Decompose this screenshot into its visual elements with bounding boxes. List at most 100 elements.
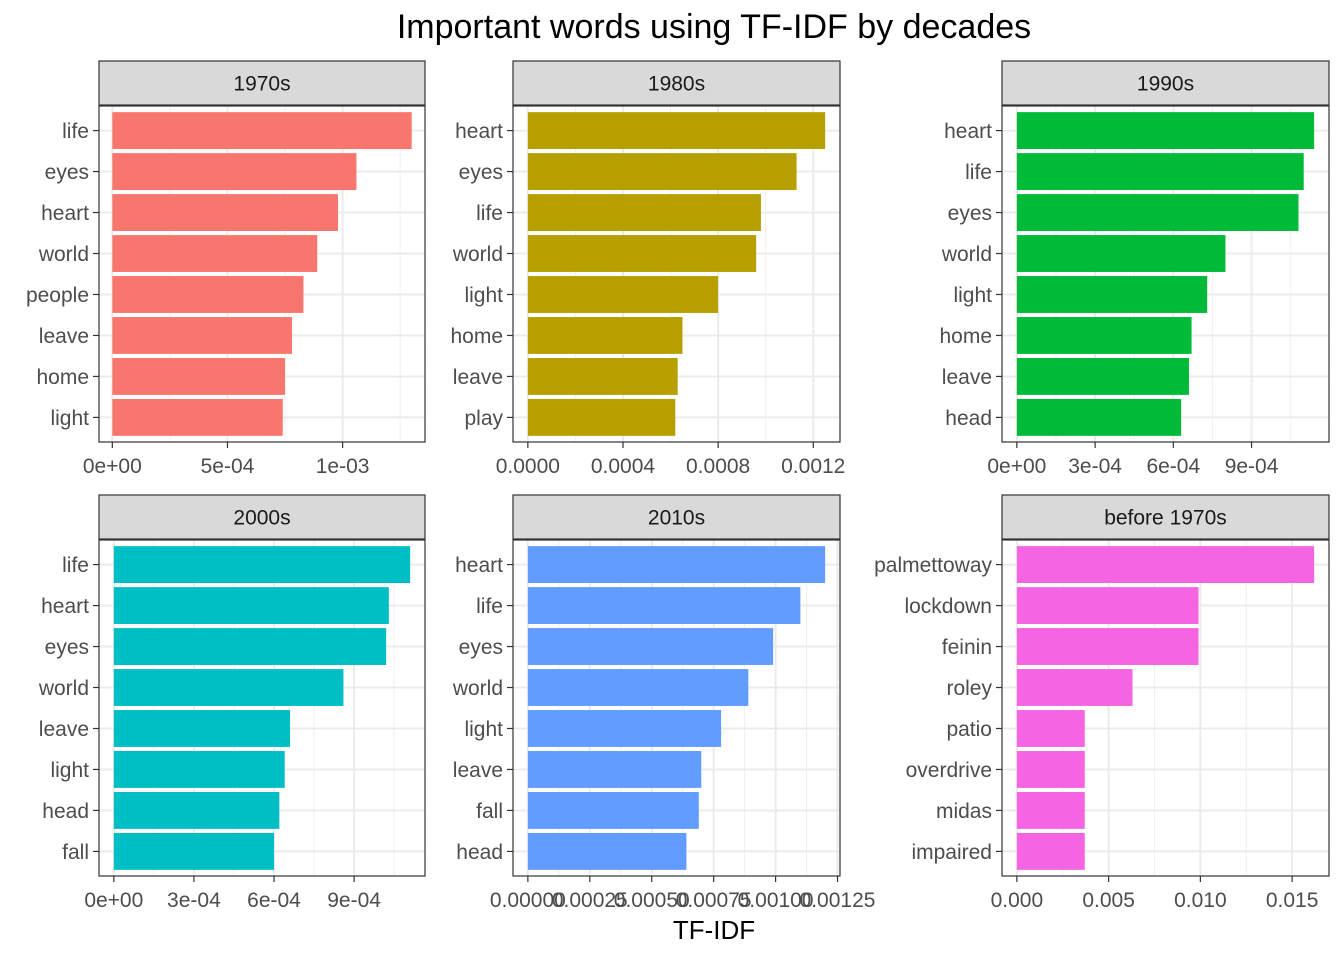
y-tick-label: heart — [455, 120, 503, 143]
y-tick-label: head — [456, 841, 503, 864]
x-tick-label: 9e-04 — [327, 889, 381, 912]
bar-head — [527, 832, 687, 870]
y-tick-label: head — [945, 407, 992, 430]
x-tick-label: 0.015 — [1266, 889, 1319, 912]
y-tick-label: lockdown — [904, 595, 992, 618]
facet-strip — [1001, 60, 1330, 106]
bar-eyes — [527, 153, 797, 190]
bar-play — [527, 398, 676, 436]
facet-strip-label: before 1970s — [1104, 507, 1227, 530]
bar-feinin — [1016, 628, 1199, 665]
x-tick-label: 0.000 — [991, 889, 1044, 912]
bar-light — [112, 398, 283, 436]
y-tick-label: world — [452, 243, 503, 266]
bar-impaired — [1016, 832, 1085, 870]
y-tick-label: heart — [455, 554, 503, 577]
bar-heart — [527, 546, 826, 584]
panel-border — [1001, 539, 1330, 877]
facet-panel-before-1970s: before 1970s palmettoway lockdown feinin rol… — [874, 494, 1330, 912]
y-tick-label: eyes — [459, 636, 503, 659]
bar-heart — [1016, 112, 1315, 150]
y-tick-label: overdrive — [906, 759, 992, 782]
x-tick-label: 0.00075 — [676, 889, 752, 912]
facet-strip — [512, 60, 841, 106]
y-tick-label: eyes — [45, 636, 89, 659]
y-tick-label: fall — [476, 800, 503, 823]
facet-panel-1970s: 1970s life eyes heart world people leave home li… — [26, 60, 426, 478]
x-tick-label: 0.0000 — [496, 455, 560, 478]
y-tick-label: impaired — [911, 841, 992, 864]
bar-world — [112, 235, 318, 272]
bar-lockdown — [1016, 587, 1199, 624]
x-tick-label: 0.00125 — [800, 889, 876, 912]
bar-life — [527, 194, 761, 231]
panel-border — [512, 105, 841, 443]
y-tick-label: heart — [944, 120, 992, 143]
x-tick-label: 0.00100 — [738, 889, 814, 912]
bar-eyes — [112, 153, 357, 190]
x-tick-label: 3e-04 — [1068, 455, 1122, 478]
bar-heart — [113, 587, 389, 624]
bar-life — [112, 112, 412, 150]
y-tick-label: palmettoway — [874, 554, 992, 577]
y-tick-label: world — [38, 677, 89, 700]
bar-home — [527, 317, 683, 354]
facet-strip-label: 1980s — [648, 73, 705, 96]
facet-strip-label: 2000s — [233, 507, 290, 530]
y-tick-label: world — [38, 243, 89, 266]
bar-heart — [112, 194, 338, 231]
facet-panel-1980s: 1980s heart eyes life world light home leave pla… — [450, 60, 845, 478]
facet-panels: 1970s life eyes heart world people leave home li… — [26, 60, 1330, 912]
y-tick-label: light — [464, 284, 503, 307]
x-tick-label: 6e-04 — [247, 889, 301, 912]
y-tick-label: home — [36, 366, 89, 389]
y-tick-label: light — [464, 718, 503, 741]
bar-leave — [527, 751, 702, 788]
x-tick-label: 0.00000 — [490, 889, 566, 912]
x-tick-label: 0.0008 — [686, 455, 750, 478]
bar-midas — [1016, 792, 1085, 829]
bar-life — [527, 587, 801, 624]
panel-border — [1001, 105, 1330, 443]
facet-strip — [98, 494, 426, 540]
bar-leave — [527, 358, 678, 395]
x-tick-label: 5e-04 — [201, 455, 255, 478]
y-tick-label: heart — [41, 595, 89, 618]
bar-light — [527, 710, 722, 747]
y-tick-label: light — [953, 284, 992, 307]
x-tick-label: 0.010 — [1174, 889, 1227, 912]
y-tick-label: life — [476, 202, 503, 225]
y-tick-label: world — [452, 677, 503, 700]
y-tick-label: roley — [946, 677, 992, 700]
y-tick-label: head — [42, 800, 89, 823]
bar-world — [527, 235, 757, 272]
x-tick-label: 0e+00 — [987, 455, 1046, 478]
bar-eyes — [527, 628, 774, 665]
y-tick-label: leave — [39, 325, 89, 348]
y-tick-label: feinin — [942, 636, 992, 659]
y-tick-label: leave — [453, 366, 503, 389]
facet-strip — [512, 494, 841, 540]
y-tick-label: people — [26, 284, 89, 307]
facet-strip-label: 1970s — [233, 73, 290, 96]
x-tick-label: 9e-04 — [1225, 455, 1279, 478]
bar-world — [1016, 235, 1226, 272]
bar-fall — [527, 792, 699, 829]
bar-leave — [1016, 358, 1189, 395]
x-tick-label: 0.0012 — [781, 455, 845, 478]
y-tick-label: fall — [62, 841, 89, 864]
panel-border — [512, 539, 841, 877]
facet-strip — [98, 60, 426, 106]
y-tick-label: light — [50, 759, 89, 782]
bar-palmettoway — [1016, 546, 1315, 584]
bar-roley — [1016, 669, 1133, 706]
y-tick-label: eyes — [948, 202, 992, 225]
bar-home — [1016, 317, 1192, 354]
bar-patio — [1016, 710, 1085, 747]
facet-strip-label: 2010s — [648, 507, 705, 530]
bar-head — [1016, 398, 1182, 436]
y-tick-label: life — [62, 120, 89, 143]
y-tick-label: eyes — [459, 161, 503, 184]
x-tick-label: 0.0004 — [591, 455, 656, 478]
y-tick-label: leave — [39, 718, 89, 741]
